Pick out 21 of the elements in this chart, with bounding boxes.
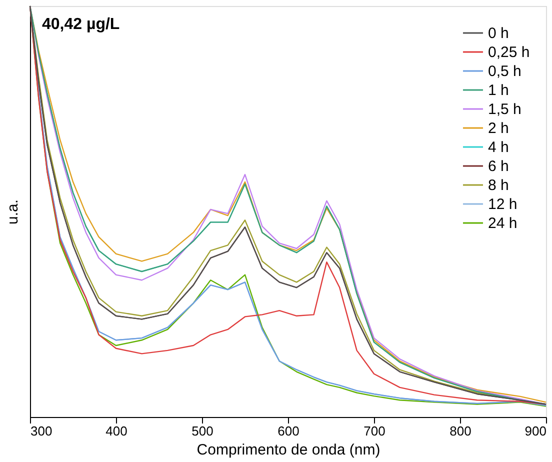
- legend-label: 1,5 h: [488, 101, 522, 118]
- legend-label: 0,25 h: [488, 44, 530, 61]
- x-tick-label: 700: [364, 424, 386, 438]
- x-tick-label: 500: [192, 424, 214, 438]
- y-axis-title: u.a.: [4, 199, 22, 225]
- legend-label: 12 h: [488, 196, 518, 213]
- legend-label: 24 h: [488, 215, 518, 232]
- legend-label: 0,5 h: [488, 63, 522, 80]
- legend-label: 4 h: [488, 139, 509, 156]
- x-tick-label: 400: [106, 424, 128, 438]
- legend-label: 1 h: [488, 82, 509, 99]
- legend-label: 2 h: [488, 120, 509, 137]
- x-tick-label: 900: [524, 424, 546, 438]
- x-tick-label: 600: [278, 424, 300, 438]
- legend-label: 0 h: [488, 25, 509, 42]
- legend-label: 6 h: [488, 158, 509, 175]
- x-axis-title: Comprimento de onda (nm): [196, 442, 380, 458]
- x-tick-label: 300: [30, 424, 52, 438]
- x-tick-label: 800: [450, 424, 472, 438]
- legend-label: 8 h: [488, 177, 509, 194]
- annotation: 40,42 µg/L: [42, 16, 120, 33]
